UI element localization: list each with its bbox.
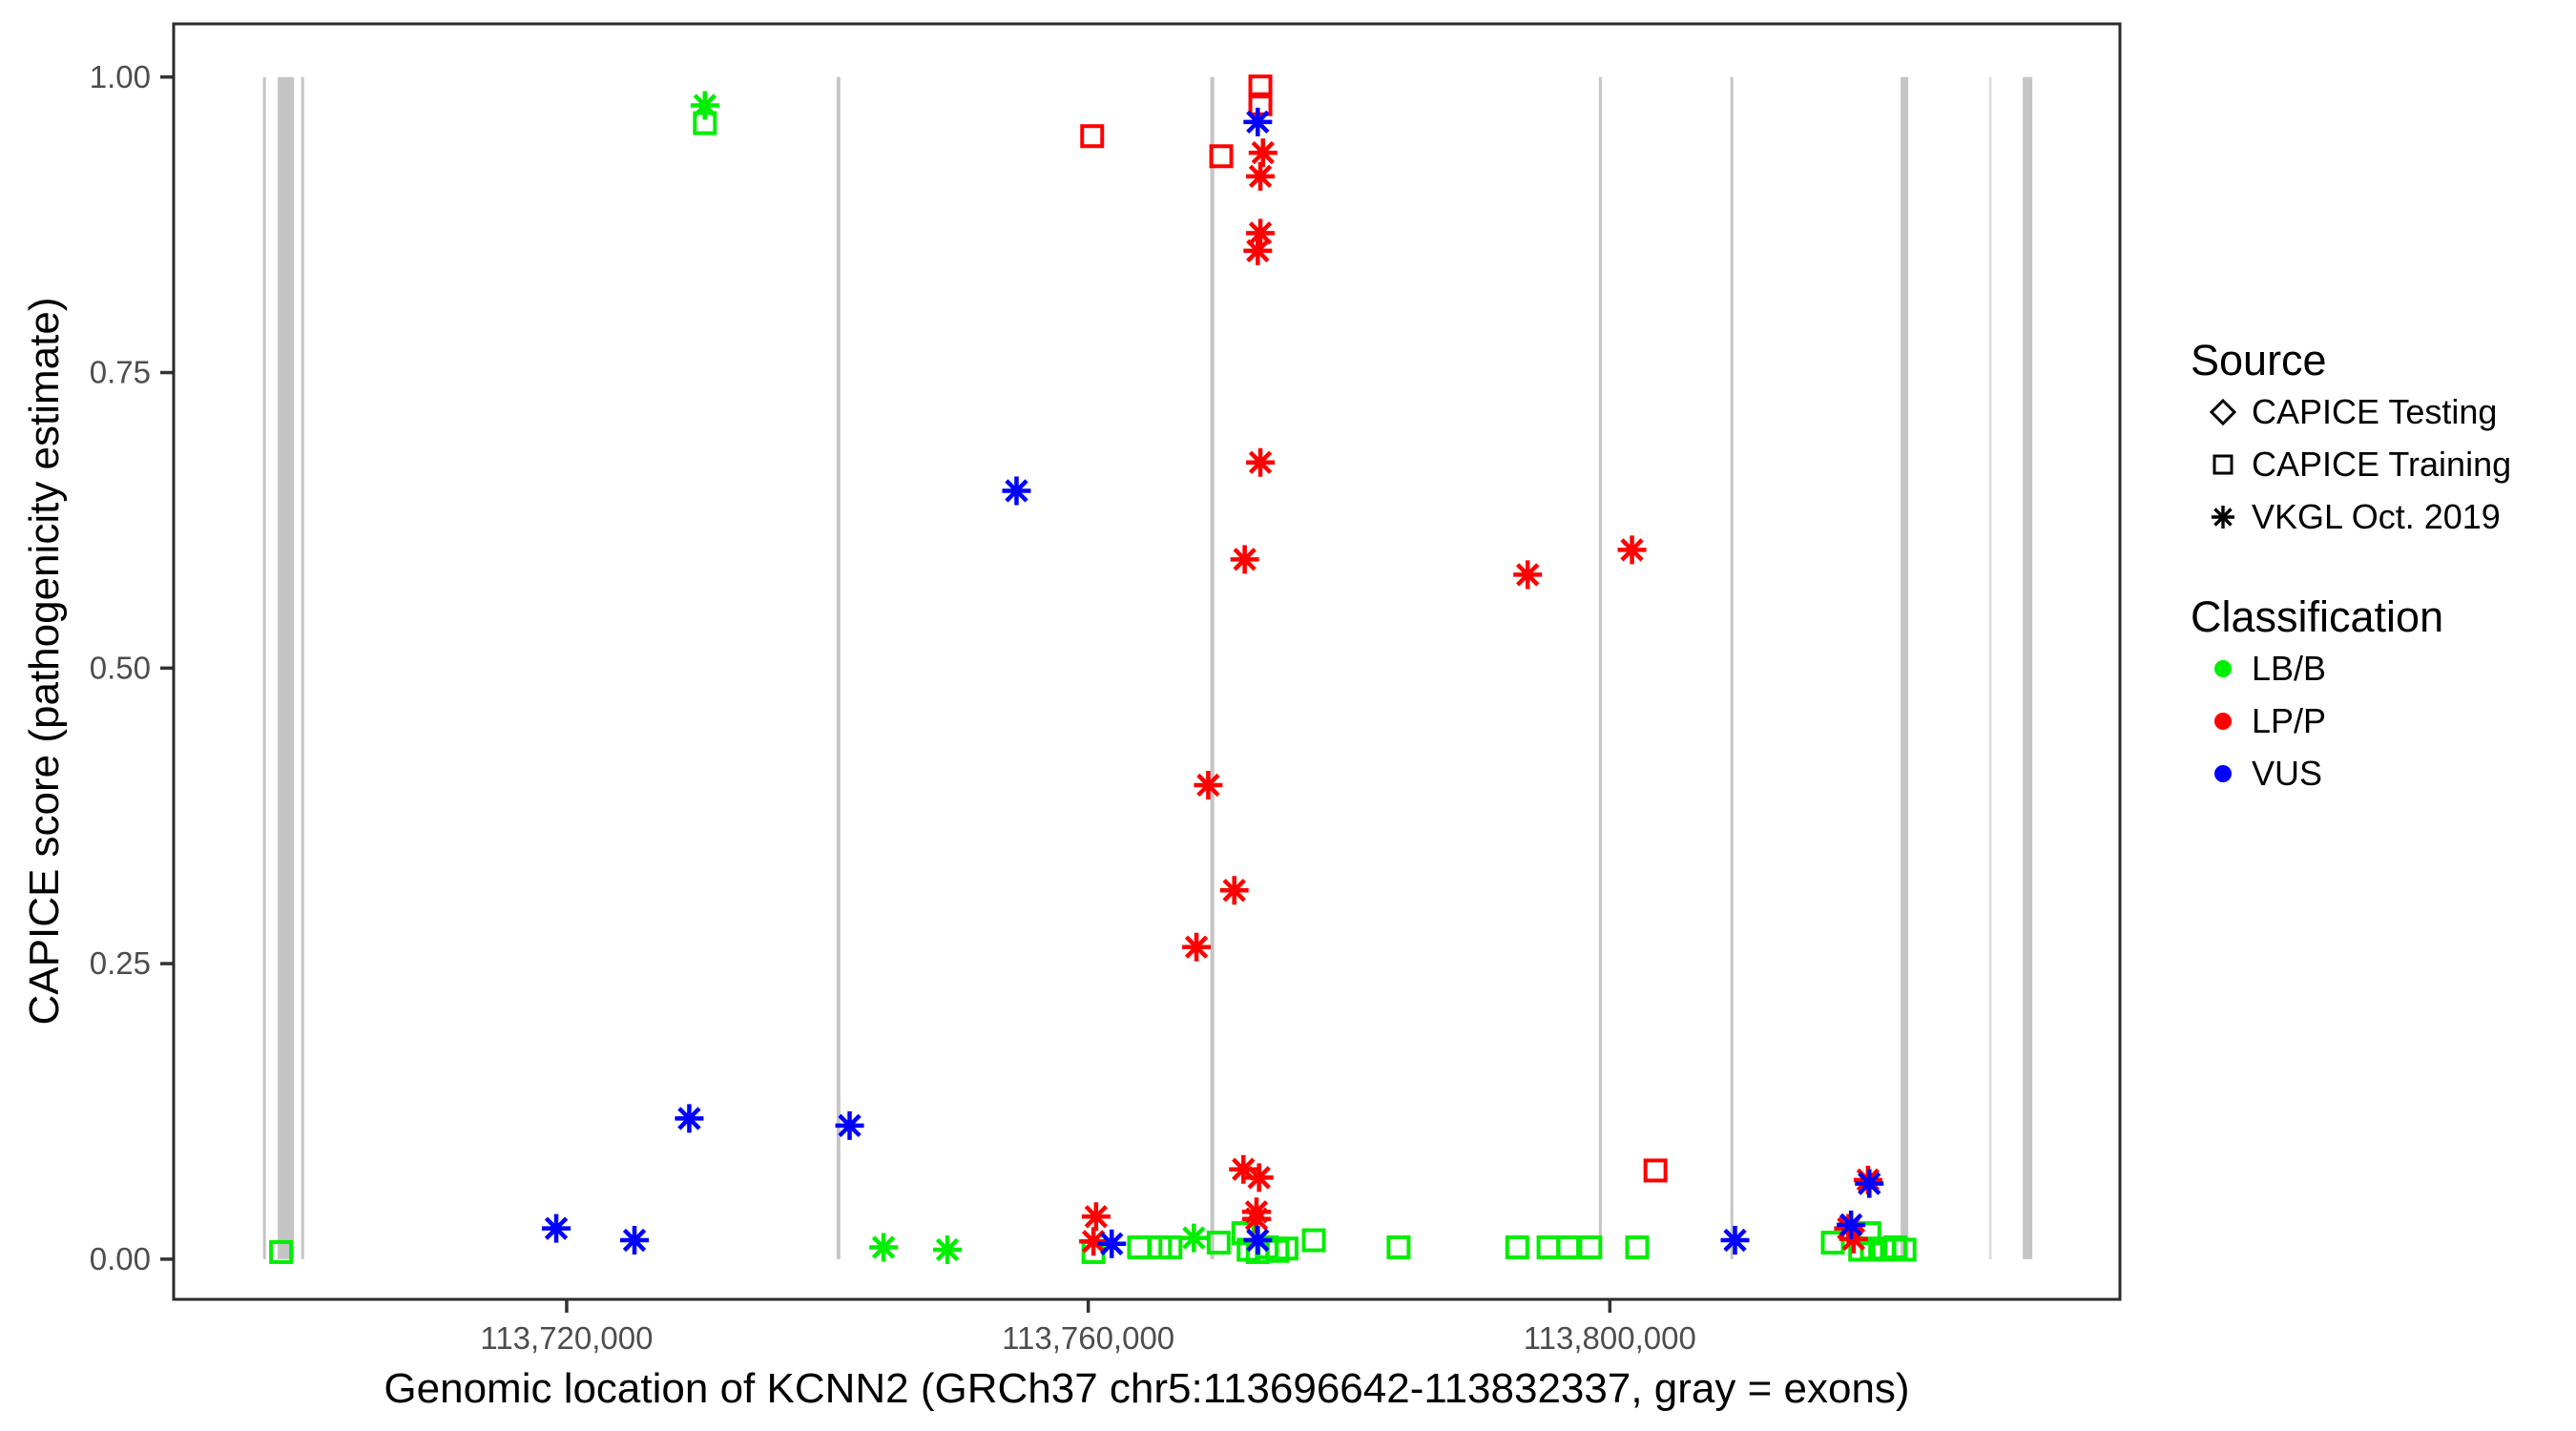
data-point-asterisk xyxy=(1182,932,1212,962)
data-point-square xyxy=(1625,1234,1650,1259)
data-point-square xyxy=(1301,1228,1326,1253)
exon-bar xyxy=(262,76,266,1259)
data-point-asterisk xyxy=(1720,1226,1750,1255)
legend: Source CAPICE Testing CAPICE Training VK… xyxy=(2177,336,2568,799)
y-tick-label: 0.50 xyxy=(90,650,151,685)
data-point-asterisk xyxy=(1241,1204,1271,1234)
legend-classification-block: Classification LB/B LP/P VUS xyxy=(2177,592,2568,799)
data-point-square xyxy=(1892,1237,1917,1262)
legend-item-capice-training: CAPICE Training xyxy=(2177,438,2568,490)
exon-bar xyxy=(1730,76,1734,1259)
data-point-square xyxy=(1248,74,1273,99)
data-point-square xyxy=(1274,1236,1298,1261)
data-point-square xyxy=(693,111,717,135)
data-point-asterisk xyxy=(1246,447,1276,477)
exon-bar xyxy=(1901,76,1909,1259)
data-point-square xyxy=(1578,1234,1603,1259)
data-point-square xyxy=(1536,1234,1561,1259)
data-point-square xyxy=(1556,1234,1581,1259)
exon-bar xyxy=(2023,76,2033,1259)
green-dot-icon xyxy=(2214,659,2232,677)
y-tick-label: 1.00 xyxy=(90,59,151,94)
exon-bar xyxy=(278,76,295,1259)
exon-bar xyxy=(1598,76,1602,1259)
data-point-asterisk xyxy=(1243,236,1273,265)
data-point-asterisk xyxy=(1839,1224,1868,1254)
x-tick-label: 113,720,000 xyxy=(480,1320,653,1356)
data-point-square xyxy=(1643,1158,1668,1183)
data-point-asterisk xyxy=(1837,1210,1866,1239)
legend-source-title: Source xyxy=(2191,336,2327,384)
data-point-asterisk xyxy=(1246,218,1276,248)
data-point-square xyxy=(1386,1234,1411,1259)
data-point-asterisk xyxy=(1002,476,1031,506)
data-point-asterisk xyxy=(542,1213,571,1243)
x-tick-label: 113,760,000 xyxy=(1002,1320,1174,1356)
legend-item-capice-testing: CAPICE Testing xyxy=(2177,385,2568,438)
y-tick-label: 0.25 xyxy=(90,945,151,981)
panel-border xyxy=(172,22,2122,1301)
exon-bar xyxy=(301,76,304,1259)
data-point-asterisk xyxy=(1081,1202,1111,1232)
legend-item-label: LB/B xyxy=(2252,648,2327,688)
data-point-asterisk xyxy=(869,1233,899,1262)
data-point-asterisk xyxy=(1513,560,1543,590)
y-tick-label: 0.75 xyxy=(90,355,151,390)
data-point-asterisk xyxy=(1246,161,1276,191)
data-point-square xyxy=(1206,1231,1231,1255)
legend-item-label: CAPICE Training xyxy=(2252,444,2512,484)
data-point-asterisk xyxy=(933,1234,963,1264)
y-axis-title: CAPICE score (pathogenicity estimate) xyxy=(21,297,68,1026)
data-point-asterisk xyxy=(1194,770,1223,799)
legend-item-vkgl: VKGL Oct. 2019 xyxy=(2177,490,2568,543)
data-point-asterisk xyxy=(1243,1226,1273,1255)
data-point-asterisk xyxy=(1230,545,1259,574)
legend-item-label: LP/P xyxy=(2252,700,2327,740)
legend-item-vus: VUS xyxy=(2177,747,2568,799)
legend-item-label: VKGL Oct. 2019 xyxy=(2252,496,2501,536)
data-point-asterisk xyxy=(1244,1163,1274,1192)
data-point-asterisk xyxy=(1097,1229,1127,1258)
legend-item-label: VUS xyxy=(2252,753,2323,793)
data-point-square xyxy=(1820,1231,1845,1255)
data-point-asterisk xyxy=(1248,138,1278,168)
asterisk-icon xyxy=(2212,505,2234,529)
legend-item-label: CAPICE Testing xyxy=(2252,391,2498,431)
exon-bar xyxy=(1988,76,1992,1259)
data-point-square xyxy=(1127,1234,1152,1259)
data-point-asterisk xyxy=(1219,876,1249,905)
data-point-asterisk xyxy=(690,91,719,120)
x-tick-label: 113,800,000 xyxy=(1524,1320,1696,1356)
red-dot-icon xyxy=(2214,712,2232,730)
data-point-asterisk xyxy=(1617,535,1647,565)
data-point-square xyxy=(1080,124,1105,149)
data-point-asterisk xyxy=(1179,1223,1209,1253)
square-icon xyxy=(2212,454,2233,474)
data-point-asterisk xyxy=(835,1110,864,1140)
blue-dot-icon xyxy=(2214,764,2232,782)
data-point-square xyxy=(1505,1234,1529,1259)
data-point-asterisk xyxy=(1243,107,1273,136)
diamond-icon xyxy=(2209,398,2237,425)
data-point-asterisk xyxy=(675,1104,704,1133)
data-point-square xyxy=(1158,1234,1183,1259)
data-point-square xyxy=(1209,144,1234,169)
data-point-asterisk xyxy=(1229,1154,1258,1184)
data-point-square xyxy=(1248,92,1273,116)
data-point-asterisk xyxy=(620,1226,650,1255)
data-point-asterisk xyxy=(1855,1169,1884,1198)
data-point-asterisk xyxy=(1079,1227,1109,1256)
x-axis-title: Genomic location of KCNN2 (GRCh37 chr5:1… xyxy=(384,1365,1910,1412)
data-point-square xyxy=(269,1239,294,1264)
exon-bar xyxy=(1210,76,1215,1259)
y-tick-label: 0.00 xyxy=(90,1241,151,1276)
legend-item-lpp: LP/P xyxy=(2177,695,2568,747)
legend-item-lbb: LB/B xyxy=(2177,642,2568,695)
legend-classification-title: Classification xyxy=(2191,592,2444,641)
exon-bar xyxy=(836,76,841,1259)
